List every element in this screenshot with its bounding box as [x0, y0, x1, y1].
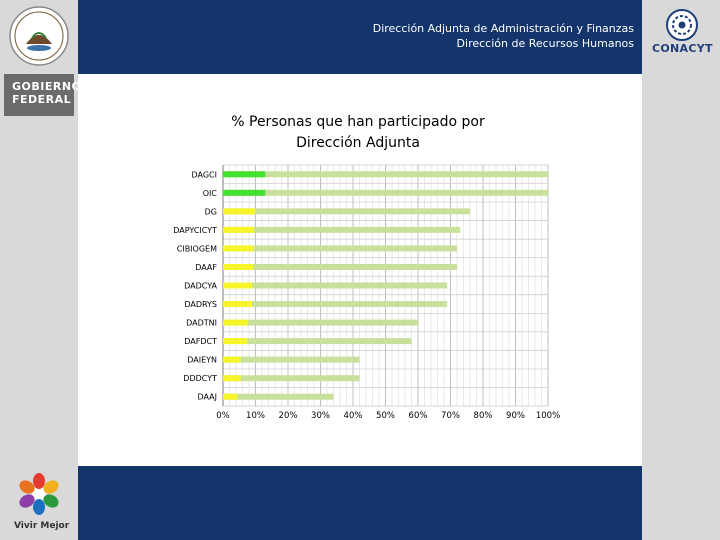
conacyt-logo	[646, 8, 718, 60]
bar-highlight	[223, 375, 241, 382]
category-label: DADRYS	[184, 300, 217, 309]
category-label: DADTNI	[186, 319, 217, 328]
category-label: DAAF	[195, 263, 217, 272]
tick-label: 0%	[216, 411, 230, 421]
bar	[223, 189, 548, 196]
chart-title-line1: % Personas que han participado por	[231, 114, 485, 130]
chart-bars	[223, 171, 548, 400]
category-label: DAGCI	[192, 170, 218, 179]
bar-highlight	[223, 319, 249, 326]
bar-highlight	[223, 189, 266, 196]
vivir-mejor-logo	[6, 470, 72, 536]
gobierno-text: GOBIERNO	[12, 80, 82, 93]
bar	[223, 245, 457, 252]
bar	[223, 301, 448, 308]
gobierno-federal-logo: GOBIERNO FEDERAL	[4, 74, 81, 116]
category-label: CIBIOGEM	[177, 244, 217, 253]
bar	[223, 171, 548, 178]
category-label: OIC	[203, 189, 218, 198]
tick-label: 30%	[311, 411, 330, 421]
chart-title-line2: Dirección Adjunta	[296, 135, 420, 151]
category-labels: DAGCI OIC DG DAPYCICYT CIBIOGEM DAAF DADCYA DAD…	[173, 170, 217, 401]
bar-highlight	[223, 356, 241, 363]
bar-highlight	[223, 282, 253, 289]
chart-grid	[222, 164, 549, 407]
tick-label: 80%	[474, 411, 493, 421]
tick-labels: 0% 10% 20% 30% 40% 50% 60% 70% 80% 90% 100%	[216, 411, 560, 421]
bar-highlight	[223, 393, 238, 400]
coat-of-arms-seal-icon	[9, 6, 69, 66]
tick-label: 10%	[246, 411, 265, 421]
category-label: DAFDCT	[184, 337, 217, 346]
category-label: DAIEYN	[187, 356, 217, 365]
header-title-line1: Dirección Adjunta de Administración y Fi…	[372, 22, 634, 35]
bar-highlight	[223, 208, 256, 215]
bar	[223, 356, 360, 363]
bar-highlight	[223, 171, 266, 178]
bar-highlight	[223, 301, 253, 308]
header-title-line2: Dirección de Recursos Humanos	[456, 37, 634, 50]
category-label: DDDCYT	[183, 374, 217, 383]
tick-label: 50%	[376, 411, 395, 421]
category-label: DAAJ	[197, 393, 217, 402]
bar-highlight	[223, 263, 254, 270]
flower-icon	[19, 473, 59, 515]
tick-label: 70%	[441, 411, 460, 421]
bar	[223, 208, 470, 215]
bar	[223, 282, 448, 289]
bar	[223, 375, 360, 382]
bar-highlight	[223, 245, 254, 252]
tick-label: 60%	[409, 411, 428, 421]
bar	[223, 263, 457, 270]
tick-label: 40%	[344, 411, 363, 421]
bar-highlight	[223, 226, 254, 233]
bar	[223, 338, 412, 345]
bar	[223, 319, 418, 326]
bar	[223, 393, 334, 400]
right-sidebar	[642, 0, 720, 540]
federal-text: FEDERAL	[12, 93, 72, 106]
seal-logo	[4, 4, 74, 68]
category-label: DAPYCICYT	[173, 226, 217, 235]
header-band	[78, 0, 642, 74]
tick-label: 90%	[506, 411, 525, 421]
conacyt-globe-icon	[666, 9, 698, 41]
category-label: DG	[205, 207, 217, 216]
vivir-mejor-text: Vivir Mejor	[14, 521, 70, 531]
bar-highlight	[223, 338, 248, 345]
tick-label: 20%	[279, 411, 298, 421]
bar	[223, 226, 461, 233]
category-label: DADCYA	[184, 282, 217, 291]
tick-label: 100%	[536, 411, 560, 421]
conacyt-text: CONACYT	[652, 42, 713, 55]
footer-band	[78, 466, 642, 540]
